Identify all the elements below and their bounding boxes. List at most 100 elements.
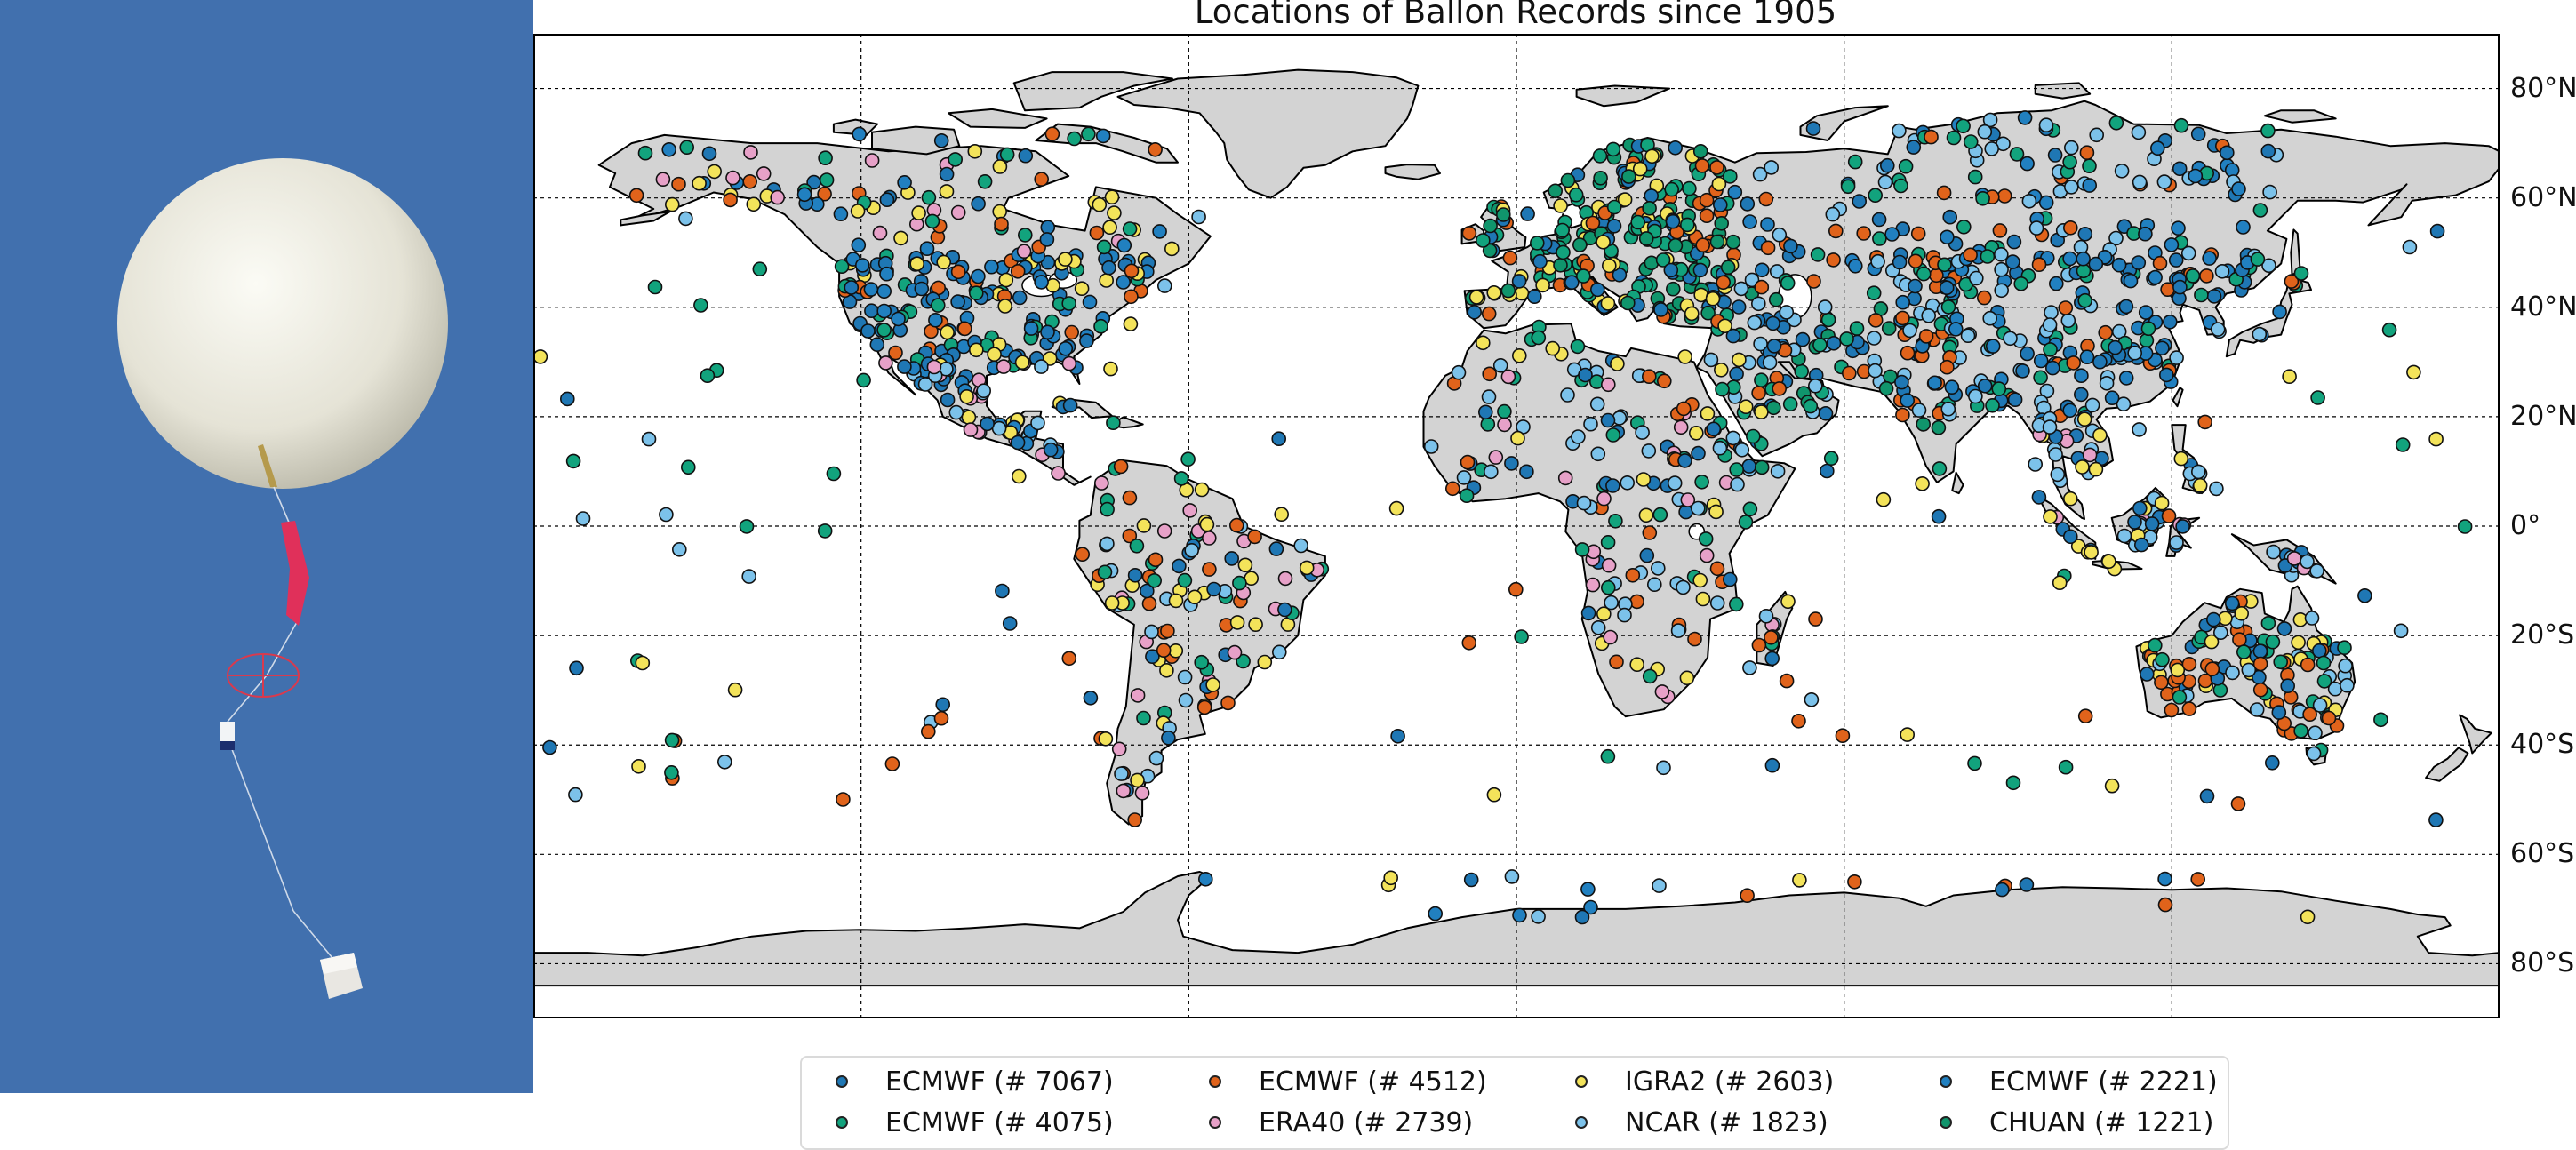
station-marker xyxy=(1527,289,1542,305)
station-marker xyxy=(1892,254,1908,270)
station-marker xyxy=(2220,145,2235,161)
station-marker xyxy=(2132,422,2147,437)
station-marker xyxy=(1116,275,1132,290)
station-marker xyxy=(917,377,933,392)
station-marker xyxy=(1977,124,1993,140)
station-marker xyxy=(1992,223,2008,238)
station-marker xyxy=(2148,269,2163,285)
station-marker xyxy=(741,569,756,584)
station-marker xyxy=(1596,606,1612,622)
station-marker xyxy=(1451,364,1467,380)
station-marker xyxy=(2116,396,2132,412)
station-marker xyxy=(1657,373,1672,389)
station-marker xyxy=(1390,728,1405,744)
station-marker xyxy=(1156,643,1172,659)
station-marker xyxy=(1083,690,1099,706)
station-marker xyxy=(1480,417,1496,432)
station-marker xyxy=(2077,292,2092,308)
station-marker xyxy=(2031,257,2047,273)
station-marker xyxy=(2265,755,2280,771)
station-marker xyxy=(1512,907,1527,923)
station-marker xyxy=(1794,363,1809,379)
station-marker xyxy=(559,391,575,407)
legend-item: NCAR (# 1823) xyxy=(1575,1104,1828,1141)
station-marker xyxy=(1818,405,1834,421)
station-marker xyxy=(2190,126,2206,142)
station-marker xyxy=(2308,725,2323,741)
station-marker xyxy=(1694,158,1710,173)
station-marker xyxy=(756,166,772,181)
station-marker xyxy=(1742,214,1757,229)
station-marker xyxy=(701,146,717,162)
station-marker xyxy=(2042,419,2058,435)
station-marker xyxy=(1476,335,1491,351)
station-marker xyxy=(2144,516,2160,531)
station-marker xyxy=(1772,227,1788,243)
station-marker xyxy=(1139,583,1155,599)
station-marker xyxy=(1654,684,1670,699)
station-marker xyxy=(796,187,812,203)
station-marker xyxy=(1268,541,1284,556)
station-marker xyxy=(1486,284,1501,300)
station-marker xyxy=(1194,482,1210,498)
station-marker xyxy=(575,511,591,526)
station-marker xyxy=(998,272,1014,288)
station-marker xyxy=(1156,523,1172,539)
station-marker xyxy=(1224,551,1240,566)
legend-label: ECMWF (# 4075) xyxy=(885,1106,1114,1138)
station-marker xyxy=(1600,534,1616,550)
station-marker xyxy=(2003,331,2018,347)
station-marker xyxy=(1720,260,1736,276)
station-marker xyxy=(1172,558,1187,574)
station-marker xyxy=(2140,667,2155,682)
station-marker xyxy=(1676,401,1692,417)
station-marker xyxy=(1984,141,1999,156)
station-marker xyxy=(1734,442,1750,458)
station-marker xyxy=(2028,220,2044,236)
station-marker xyxy=(2250,252,2266,267)
station-marker xyxy=(725,170,740,186)
station-marker xyxy=(1895,310,1910,326)
station-marker xyxy=(723,192,738,208)
station-marker xyxy=(1694,474,1709,490)
station-marker xyxy=(2098,324,2113,340)
station-marker xyxy=(888,345,903,361)
station-marker xyxy=(940,324,955,340)
station-marker xyxy=(664,732,680,748)
station-marker xyxy=(1791,713,1806,729)
station-marker xyxy=(1502,250,1518,266)
station-marker xyxy=(1177,669,1193,685)
station-marker xyxy=(997,299,1013,314)
station-marker xyxy=(2019,877,2035,892)
station-marker xyxy=(1168,643,1184,659)
station-marker xyxy=(2164,237,2180,252)
station-marker xyxy=(1476,233,1491,248)
station-marker xyxy=(1676,579,1691,595)
station-marker xyxy=(933,710,949,726)
station-marker xyxy=(2252,656,2268,672)
station-marker xyxy=(2272,304,2287,320)
station-marker xyxy=(1578,367,1593,383)
station-marker xyxy=(1806,274,1821,289)
station-marker xyxy=(1644,148,1660,164)
station-marker xyxy=(2224,595,2240,611)
latitude-tick-label: 40°S xyxy=(2510,729,2575,761)
parachute-icon xyxy=(227,521,309,698)
station-marker xyxy=(2021,194,2037,209)
station-marker xyxy=(1642,369,1657,385)
station-marker xyxy=(1629,657,1644,673)
station-marker xyxy=(2312,698,2328,713)
station-marker xyxy=(1751,385,1766,401)
station-marker xyxy=(1532,253,1548,269)
station-marker xyxy=(2188,168,2204,184)
station-marker xyxy=(2114,164,2130,179)
new-zealand-north xyxy=(2459,714,2492,755)
station-marker xyxy=(1023,321,1039,336)
station-marker xyxy=(2127,345,2142,361)
station-marker xyxy=(2197,673,2213,689)
station-marker xyxy=(818,150,833,165)
station-marker xyxy=(930,298,946,313)
station-marker xyxy=(1617,192,1633,207)
station-marker xyxy=(1428,906,1444,922)
station-marker xyxy=(950,264,966,280)
